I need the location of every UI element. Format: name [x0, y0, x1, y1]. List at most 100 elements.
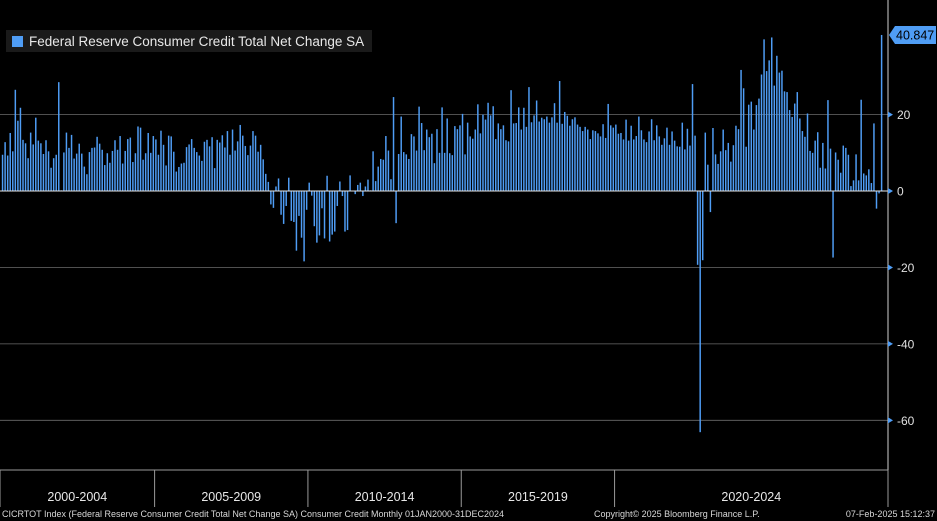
bar [587, 129, 589, 192]
bar [489, 115, 492, 192]
bar [860, 99, 862, 192]
bar [267, 181, 270, 192]
bar [650, 119, 653, 192]
bar [219, 142, 221, 192]
bar [829, 148, 832, 192]
bar [405, 154, 408, 192]
bar [326, 175, 328, 192]
bar [213, 168, 216, 192]
bar [597, 133, 599, 192]
bar [612, 127, 615, 192]
bar [847, 154, 850, 192]
bar [321, 191, 323, 209]
bar [78, 143, 80, 192]
x-tick-label: 2020-2024 [721, 490, 781, 504]
bar [507, 141, 510, 192]
bar [160, 130, 162, 192]
bar [68, 147, 70, 192]
bar [776, 55, 778, 192]
bar [523, 107, 525, 192]
bar [206, 139, 208, 192]
gridlines [0, 114, 888, 421]
bar [515, 123, 517, 192]
bar [643, 139, 645, 192]
bar [561, 123, 563, 192]
bar [505, 140, 507, 192]
bar [755, 105, 758, 192]
bar [640, 130, 643, 192]
y-tick-label: 20 [897, 108, 911, 122]
bar [528, 87, 530, 192]
bar [783, 91, 786, 192]
bar [357, 184, 359, 192]
bar [852, 180, 855, 192]
bar [796, 92, 799, 192]
bar [487, 102, 489, 192]
bar [9, 132, 11, 192]
footer-timestamp: 07-Feb-2025 15:12:37 [845, 509, 935, 519]
bar [170, 136, 172, 192]
bar [132, 162, 134, 192]
y-tick-marker [888, 340, 893, 347]
bar [696, 191, 699, 265]
bar [295, 191, 298, 251]
bar [719, 151, 722, 192]
bar [147, 132, 149, 192]
bar [397, 153, 400, 192]
bar [584, 126, 586, 192]
bar [770, 37, 773, 192]
bar [801, 131, 804, 192]
bar [492, 106, 494, 192]
bar [497, 123, 500, 192]
bar [257, 151, 259, 192]
bar [152, 136, 155, 192]
bar [395, 191, 397, 224]
bar [819, 167, 822, 192]
bar [850, 186, 852, 192]
bar [857, 180, 860, 192]
bar [438, 152, 441, 192]
bar [328, 191, 331, 242]
bar [359, 182, 362, 192]
bar [689, 145, 691, 192]
bar [121, 163, 124, 192]
bar [484, 119, 487, 192]
bar [323, 191, 326, 239]
bar [671, 131, 673, 192]
bar [98, 143, 101, 192]
bar [581, 131, 584, 192]
bar [403, 152, 405, 192]
bar [175, 171, 178, 192]
bar [305, 191, 308, 210]
bar [592, 130, 594, 192]
bar [791, 116, 793, 192]
bar [242, 135, 244, 192]
bar [722, 129, 724, 192]
bar [203, 141, 206, 192]
y-tick-label: -60 [897, 414, 915, 428]
bar [50, 167, 52, 192]
bar [875, 191, 878, 209]
bar [211, 137, 213, 192]
bar [694, 135, 696, 192]
bar [862, 173, 865, 192]
bar [109, 162, 111, 192]
y-tick-marker [888, 188, 893, 195]
bar [691, 84, 694, 192]
bar [226, 131, 229, 192]
bar [193, 147, 195, 192]
bar [579, 126, 581, 192]
bar [372, 151, 374, 192]
bar [24, 143, 27, 192]
bar [878, 191, 880, 194]
bar [277, 178, 280, 192]
bar [162, 144, 165, 192]
bar [331, 191, 333, 235]
bar [290, 191, 293, 221]
bar [778, 72, 781, 192]
bar [558, 81, 561, 192]
bar [724, 150, 727, 192]
bar [753, 129, 755, 192]
bar [40, 143, 42, 192]
